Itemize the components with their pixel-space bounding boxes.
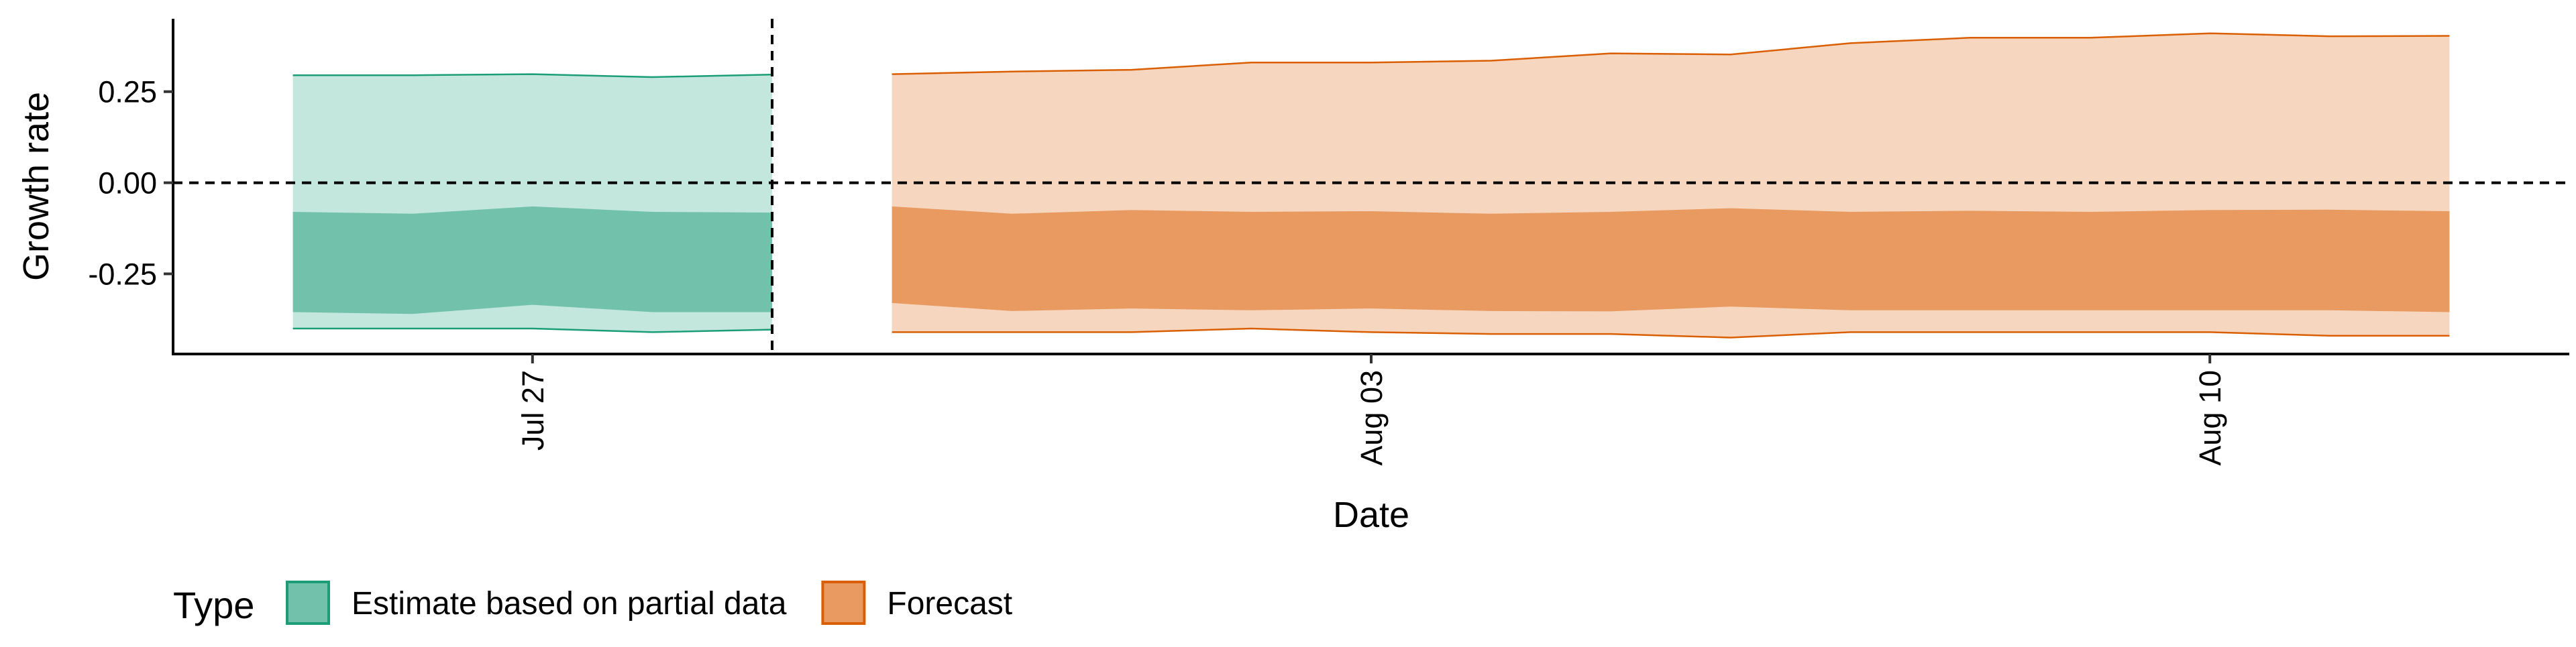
estimate-lower-edge xyxy=(292,327,773,333)
y-axis-title: Growth rate xyxy=(16,92,56,281)
legend-swatch-forecast xyxy=(821,581,866,625)
legend-swatch-estimate xyxy=(286,581,330,625)
axes: 0.25 0.00 -0.25 Jul 27 Aug 03 Aug 10 xyxy=(88,19,2569,466)
legend-label-estimate: Estimate based on partial data xyxy=(352,586,787,622)
forecast-inner-band xyxy=(892,206,2450,312)
reference-lines xyxy=(173,19,2569,354)
y-tick-label: -0.25 xyxy=(88,257,157,291)
legend-label-forecast: Forecast xyxy=(887,586,1012,622)
legend-title: Type xyxy=(173,584,254,626)
bands-layer xyxy=(292,32,2450,339)
legend: Type Estimate based on partial data Forec… xyxy=(173,581,1012,626)
x-axis-title: Date xyxy=(1333,495,1409,535)
estimate-upper-edge xyxy=(292,73,773,78)
y-tick-label: 0.25 xyxy=(98,75,157,109)
x-tick-label: Aug 10 xyxy=(2193,370,2227,466)
x-tick-label: Jul 27 xyxy=(516,370,550,451)
forecast-lower-edge xyxy=(892,327,2450,339)
y-tick-label: 0.00 xyxy=(98,166,157,200)
estimate-inner-band xyxy=(292,206,773,314)
forecast-upper-edge xyxy=(892,32,2450,75)
x-tick-label: Aug 03 xyxy=(1354,370,1389,466)
